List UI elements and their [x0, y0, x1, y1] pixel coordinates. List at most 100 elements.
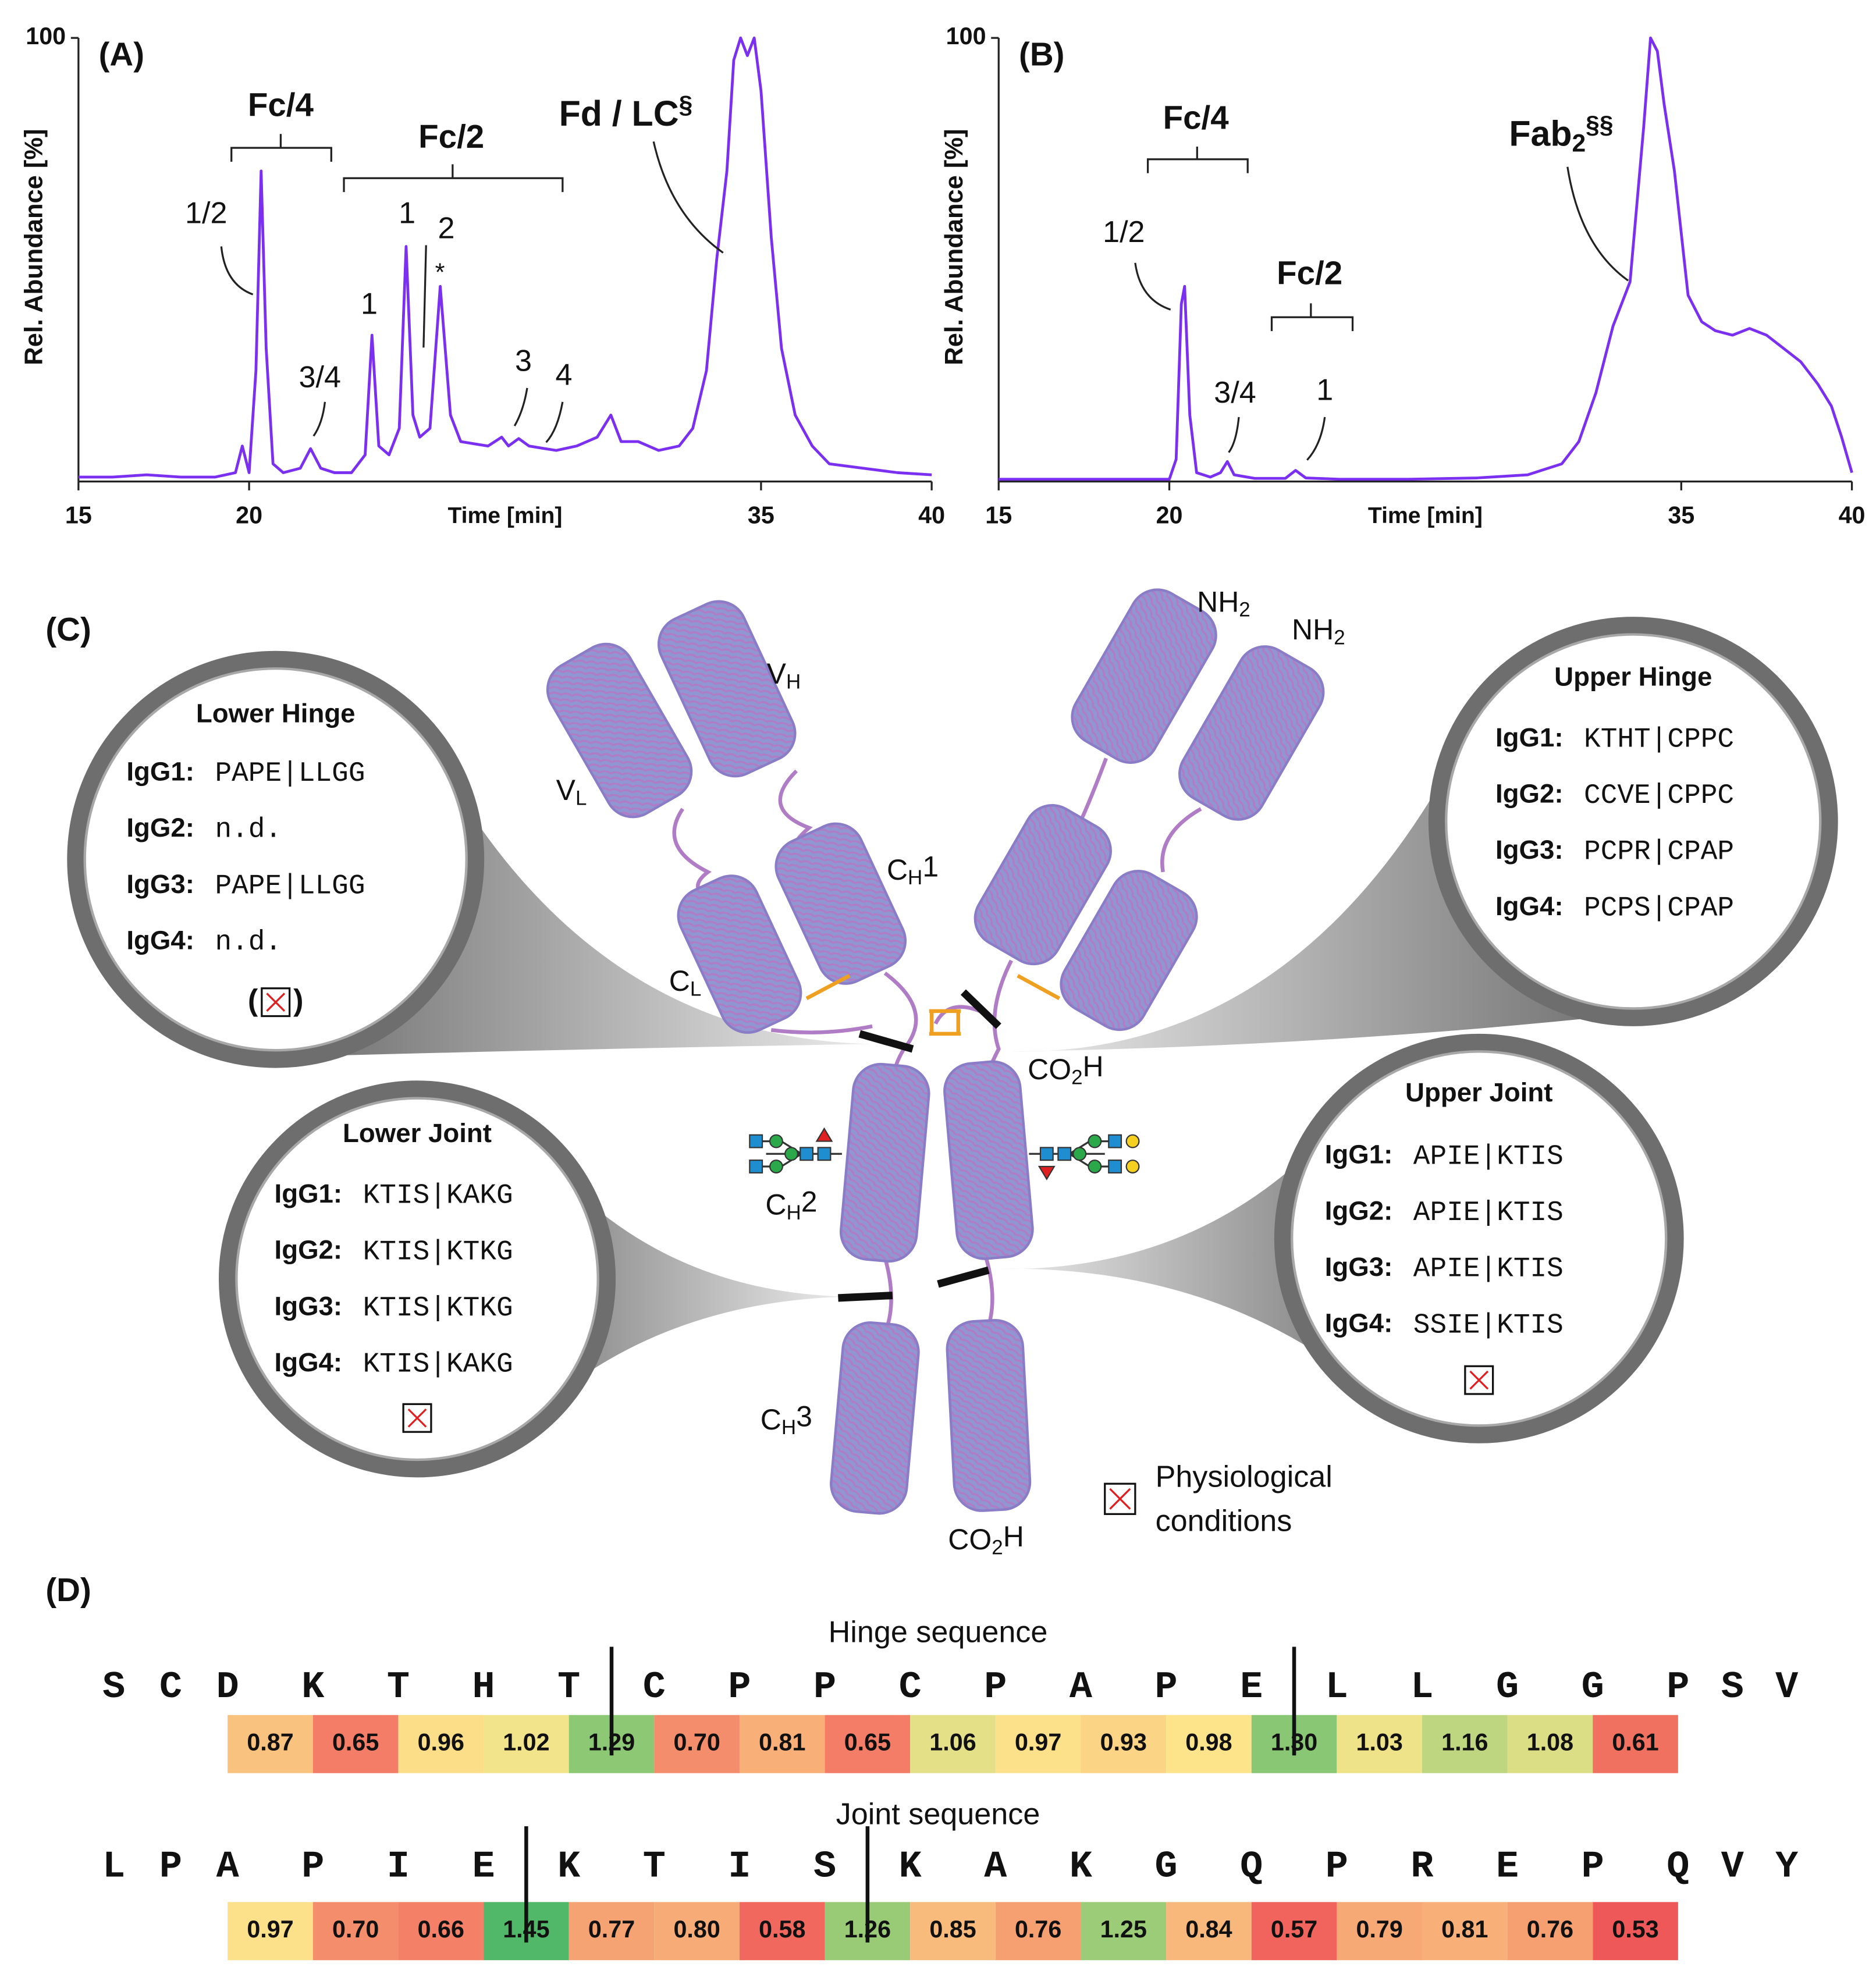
- score-cell: [654, 1715, 740, 1773]
- score-label: 0.76: [1527, 1916, 1573, 1943]
- cleavage-sequence: PCPR|CPAP: [1584, 837, 1734, 868]
- score-cell: [739, 1715, 825, 1773]
- glycan-glcnac: [817, 1147, 832, 1161]
- isotype-label: IgG3:: [275, 1291, 343, 1321]
- x-tick-label: 15: [65, 502, 92, 528]
- cleavage-sequence: PAPE|LLGG: [215, 870, 365, 902]
- score-cell: [1337, 1902, 1422, 1961]
- residue: Y: [1775, 1845, 1798, 1889]
- domain-label-part: 2: [801, 1185, 818, 1218]
- score-cell: [312, 1715, 399, 1773]
- antibody-domain: [830, 1321, 920, 1515]
- physiological-icon: [402, 1403, 432, 1433]
- residue: P: [813, 1666, 836, 1709]
- glycan-gal: [1125, 1160, 1140, 1173]
- residue: K: [557, 1845, 581, 1889]
- peak-annotation-part: *: [435, 259, 445, 287]
- residue: V: [1721, 1845, 1744, 1889]
- peak-annotation: 3/4: [1214, 376, 1256, 410]
- score-label: 0.93: [1100, 1729, 1147, 1756]
- score-cell: [1166, 1715, 1252, 1773]
- residue: K: [1070, 1845, 1093, 1889]
- score-label: 1.06: [929, 1729, 976, 1756]
- domain-label-part: H: [787, 1201, 801, 1224]
- peak-annotation: Fc/2: [418, 118, 484, 155]
- glycan-man: [1072, 1147, 1087, 1161]
- residue: A: [984, 1845, 1007, 1889]
- score-label: 0.97: [1015, 1729, 1061, 1756]
- residue: I: [387, 1845, 410, 1889]
- residue: T: [387, 1666, 410, 1709]
- residue: S: [102, 1666, 125, 1709]
- score-cell: [1081, 1715, 1167, 1773]
- score-cell: [228, 1902, 313, 1961]
- glycan-glcnac: [1108, 1160, 1122, 1173]
- annotation-leader: [1146, 146, 1249, 173]
- isotype-label: IgG3:: [126, 869, 194, 899]
- domain-label-part: H: [1003, 1520, 1024, 1553]
- residue: G: [1496, 1666, 1519, 1709]
- residue: E: [1240, 1666, 1263, 1709]
- residue: T: [557, 1666, 580, 1709]
- residue: A: [1070, 1666, 1093, 1709]
- score-cell: [1251, 1902, 1337, 1961]
- cleavage-sequence: CCVE|CPPC: [1584, 780, 1734, 812]
- isotype-label: IgG3:: [1325, 1252, 1393, 1282]
- isotype-label: IgG1:: [1495, 723, 1564, 752]
- residue: A: [216, 1845, 240, 1889]
- x-tick-label: 20: [236, 502, 262, 528]
- x-tick-label: 35: [1668, 502, 1694, 528]
- antibody-domain: [546, 642, 693, 819]
- score-label: 0.85: [929, 1916, 976, 1943]
- isotype-label: IgG1:: [126, 756, 194, 786]
- x-tick-label: 40: [1839, 502, 1866, 528]
- peak-annotation-part: 1: [399, 196, 415, 230]
- residue: C: [159, 1666, 182, 1709]
- cleavage-sequence: KTIS|KTKG: [363, 1293, 513, 1324]
- antibody-domain: [1060, 870, 1198, 1032]
- antibody-domain: [946, 1319, 1032, 1512]
- peak-annotation: Fc/4: [1163, 99, 1230, 136]
- chromatogram-trace: [78, 36, 932, 479]
- glycan-glcnac: [749, 1134, 763, 1148]
- sequence-title: Hinge sequence: [829, 1616, 1048, 1649]
- residue: S: [1721, 1666, 1744, 1709]
- score-label: 1.25: [1100, 1916, 1147, 1943]
- domain-label-part: 1: [922, 851, 939, 883]
- isotype-label: IgG2:: [1495, 778, 1564, 808]
- domain-label-part: C: [761, 1403, 781, 1436]
- score-cell: [398, 1902, 484, 1961]
- residue: L: [1410, 1666, 1433, 1709]
- domain-label: VH: [767, 657, 801, 693]
- y-tick-label: 100: [946, 23, 986, 49]
- zoom-circle: [1428, 617, 1838, 1026]
- zoom-circle: [218, 1080, 616, 1478]
- score-cell: [995, 1715, 1081, 1773]
- residue: G: [1582, 1666, 1604, 1709]
- peak-annotation: 1: [399, 196, 415, 230]
- y-axis-label: Rel. Abundance [%]: [940, 129, 968, 365]
- residue: K: [899, 1845, 922, 1889]
- cleavage-site: [838, 1292, 893, 1302]
- glycan-gal: [1125, 1134, 1140, 1148]
- peak-annotation: Fc/4: [248, 87, 314, 123]
- circle-title: Upper Joint: [1405, 1077, 1552, 1107]
- domain-label: NH2: [1292, 613, 1345, 649]
- isotype-label: IgG4:: [1325, 1308, 1393, 1338]
- peak-annotation-part: Fc/2: [1277, 254, 1342, 291]
- x-axis-label: Time [min]: [1368, 503, 1483, 528]
- x-tick-label: 15: [985, 502, 1012, 528]
- zoom-circle: [67, 650, 485, 1068]
- x-tick-label: 40: [918, 502, 945, 528]
- cleavage-sequence: KTIS|KAKG: [363, 1180, 513, 1212]
- cleavage-sequence: n.d.: [215, 815, 282, 846]
- panel-label: (D): [45, 1571, 91, 1608]
- residue: V: [1775, 1666, 1799, 1709]
- peak-annotation-part: 3/4: [299, 360, 341, 394]
- score-cell: [1507, 1715, 1593, 1773]
- domain-label-part: CO: [948, 1523, 992, 1556]
- isotype-label: IgG3:: [1495, 835, 1564, 865]
- score-label: 0.87: [247, 1729, 293, 1756]
- annotation-leader: [545, 401, 564, 443]
- domain-label-part: V: [556, 774, 576, 806]
